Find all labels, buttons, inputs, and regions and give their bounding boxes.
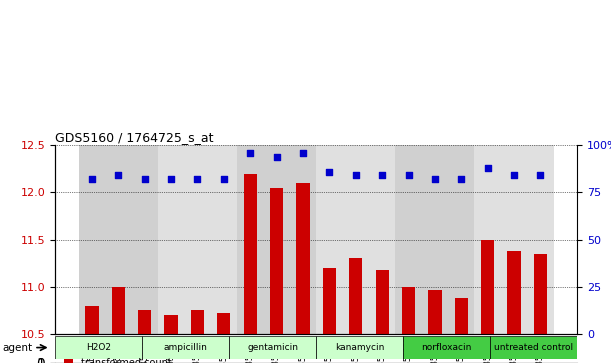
Bar (185, 145, 211, 334)
Bar (211, 145, 237, 334)
Bar (229, 336, 316, 359)
Bar (191, 310, 204, 334)
Bar (138, 310, 152, 334)
Bar (131, 145, 158, 334)
Bar (270, 188, 284, 334)
Point (351, 172, 360, 178)
Bar (422, 145, 448, 334)
Bar (475, 145, 501, 334)
Point (430, 176, 440, 182)
Bar (395, 145, 422, 334)
Text: kanamycin: kanamycin (335, 343, 384, 352)
Point (404, 172, 414, 178)
Bar (534, 254, 547, 334)
Bar (323, 268, 336, 334)
Bar (244, 174, 257, 334)
Bar (428, 290, 442, 334)
Bar (527, 145, 554, 334)
Bar (316, 336, 403, 359)
Point (246, 150, 255, 156)
Point (377, 172, 387, 178)
Point (483, 165, 492, 171)
Bar (105, 145, 131, 334)
Legend: transformed count, percentile rank within the sample: transformed count, percentile rank withi… (60, 355, 250, 363)
Text: agent: agent (2, 343, 33, 352)
Point (140, 176, 150, 182)
Text: GDS5160 / 1764725_s_at: GDS5160 / 1764725_s_at (55, 131, 213, 144)
Bar (481, 240, 494, 334)
Point (509, 172, 519, 178)
Bar (343, 145, 369, 334)
Bar (112, 287, 125, 334)
Bar (349, 258, 362, 334)
Point (324, 169, 334, 175)
Bar (237, 145, 263, 334)
Bar (158, 145, 185, 334)
Bar (263, 145, 290, 334)
Bar (79, 145, 105, 334)
Bar (142, 336, 229, 359)
Point (298, 150, 308, 156)
Bar (218, 313, 230, 334)
Point (219, 176, 229, 182)
Point (166, 176, 176, 182)
Bar (403, 336, 490, 359)
Point (192, 176, 202, 182)
Bar (455, 298, 468, 334)
Text: ampicillin: ampicillin (164, 343, 208, 352)
Bar (448, 145, 475, 334)
Bar (402, 287, 415, 334)
Point (114, 172, 123, 178)
Text: H2O2: H2O2 (86, 343, 111, 352)
Text: norfloxacin: norfloxacin (422, 343, 472, 352)
Point (272, 154, 282, 159)
Bar (501, 145, 527, 334)
Point (87, 176, 97, 182)
Point (456, 176, 466, 182)
Text: untreated control: untreated control (494, 343, 574, 352)
Bar (290, 145, 316, 334)
Bar (296, 183, 310, 334)
Bar (86, 306, 98, 334)
Bar (490, 336, 577, 359)
Bar (369, 145, 395, 334)
Bar (316, 145, 343, 334)
Bar (376, 270, 389, 334)
Bar (508, 251, 521, 334)
Text: gentamicin: gentamicin (247, 343, 298, 352)
Bar (55, 336, 142, 359)
Point (536, 172, 546, 178)
Bar (164, 315, 178, 334)
